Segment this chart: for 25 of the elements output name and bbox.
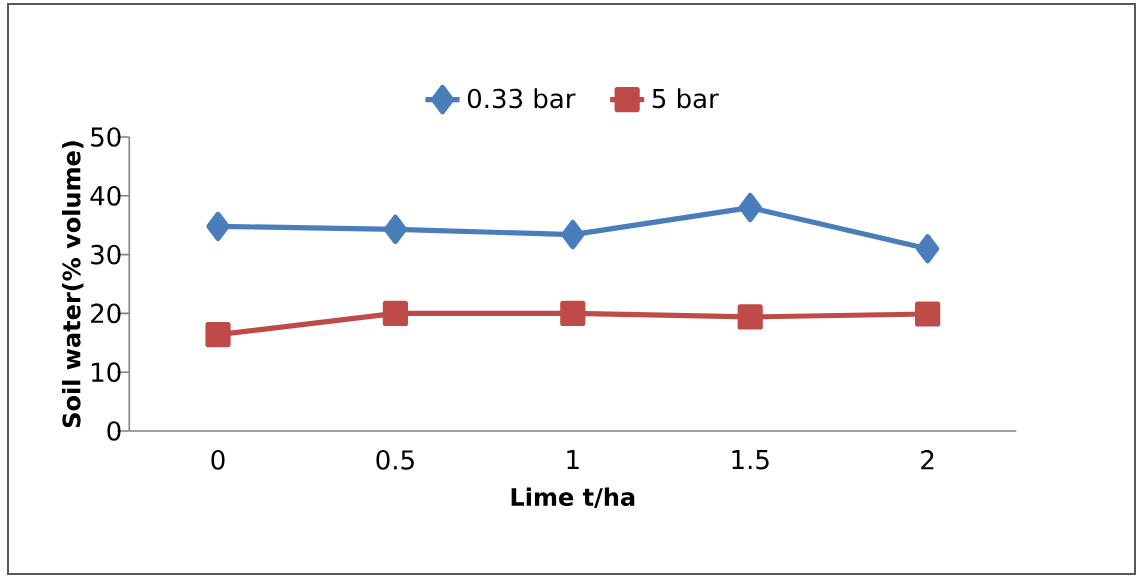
y-tick-label: 20 [91, 303, 121, 324]
y-tick-label: 40 [90, 185, 121, 206]
y-tick-label: 30 [91, 244, 121, 265]
legend-label: 5 bar [652, 88, 719, 109]
y-tick-label: 0 [107, 421, 121, 441]
legend-label: 0.33 bar [467, 88, 576, 109]
x-tick-label: 1.5 [732, 450, 769, 470]
point [205, 321, 231, 348]
x-tick-label: 2 [921, 450, 934, 470]
point [738, 192, 762, 223]
point [206, 211, 230, 241]
x-tick-label: 0.5 [376, 450, 414, 470]
x-tick-label: 1 [567, 450, 579, 470]
point [560, 300, 586, 326]
point [382, 300, 409, 326]
point [737, 304, 763, 330]
y-tick-label: 50 [91, 127, 121, 147]
x-tick-label: 0 [211, 450, 225, 470]
point [915, 301, 941, 327]
y-tick-label: 10 [92, 362, 121, 383]
point [383, 214, 407, 244]
x-axis-title: Lime t/ha [511, 487, 635, 508]
point [561, 220, 585, 250]
point [916, 234, 940, 264]
y-axis-title: Soil water(% volume) [62, 141, 84, 428]
